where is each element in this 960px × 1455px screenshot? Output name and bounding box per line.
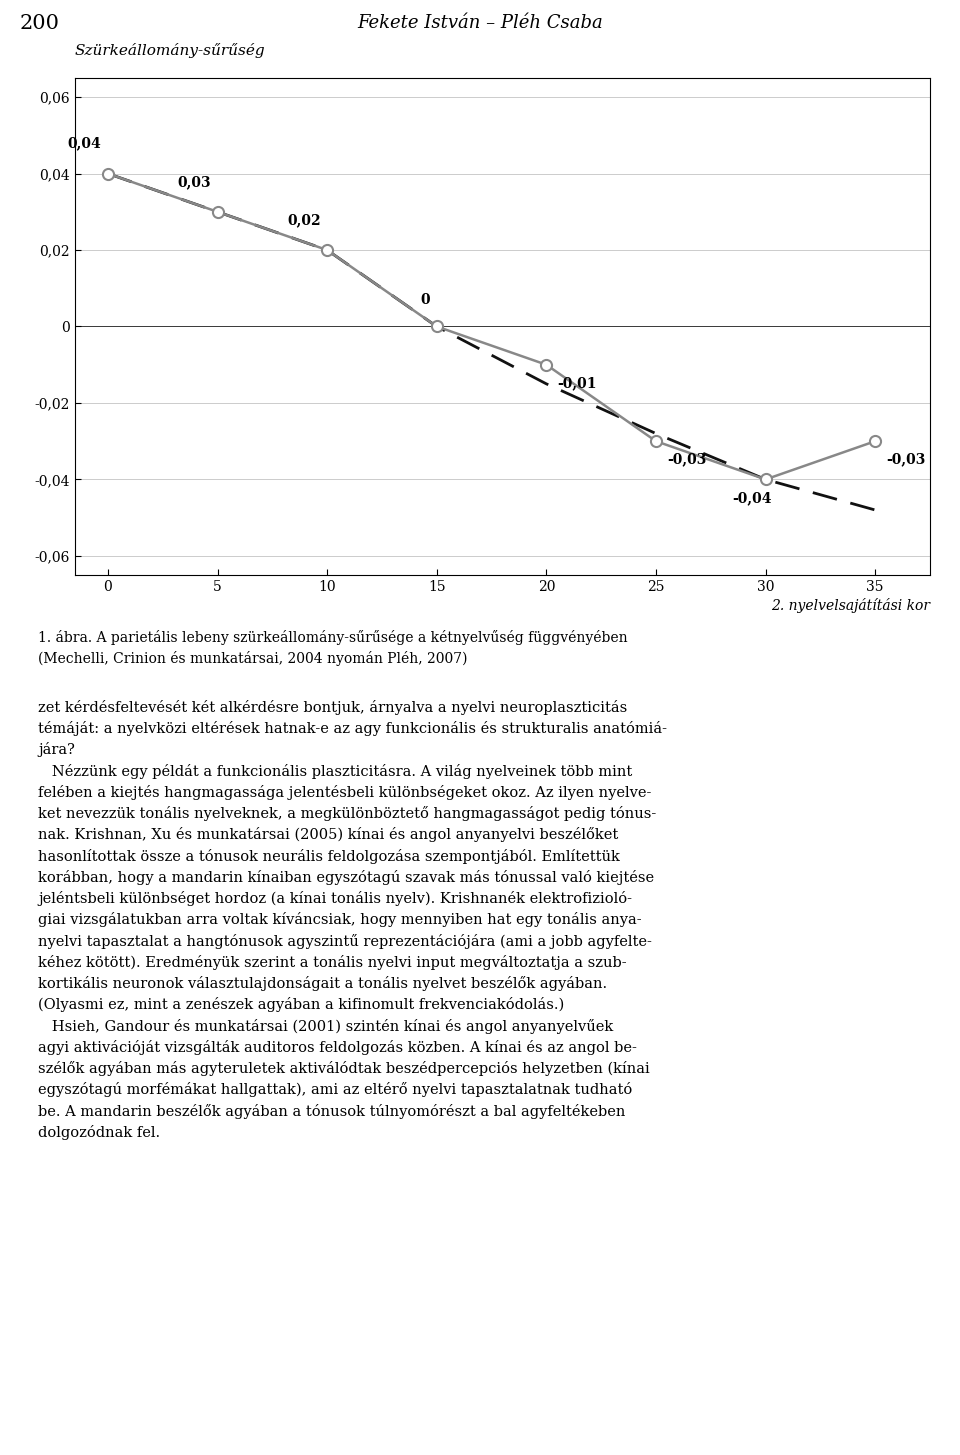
Text: Szürkeállomány-sűrűség: Szürkeállomány-sűrűség — [75, 44, 266, 58]
Text: 2. nyelvelsajátítási kor: 2. nyelvelsajátítási kor — [771, 598, 930, 613]
Text: -0,03: -0,03 — [886, 453, 925, 467]
Text: -0,03: -0,03 — [667, 453, 707, 467]
Text: 0: 0 — [420, 294, 430, 307]
Text: zet kérdésfeltevését két alkérdésre bontjuk, árnyalva a nyelvi neuroplaszticitás: zet kérdésfeltevését két alkérdésre bont… — [38, 700, 667, 1139]
Text: Fekete István – Pléh Csaba: Fekete István – Pléh Csaba — [357, 15, 603, 32]
Text: (Mechelli, Crinion és munkatársai, 2004 nyomán Pléh, 2007): (Mechelli, Crinion és munkatársai, 2004 … — [38, 650, 468, 666]
Text: -0,04: -0,04 — [732, 490, 772, 505]
Text: 0,03: 0,03 — [178, 175, 211, 189]
Text: 0,04: 0,04 — [67, 137, 102, 151]
Text: -0,01: -0,01 — [558, 377, 597, 390]
Text: 0,02: 0,02 — [287, 212, 321, 227]
Text: 1. ábra. A parietális lebeny szürkeállomány-sűrűsége a kétnyelvűség függvényében: 1. ábra. A parietális lebeny szürkeállom… — [38, 630, 628, 645]
Text: 200: 200 — [19, 15, 60, 33]
